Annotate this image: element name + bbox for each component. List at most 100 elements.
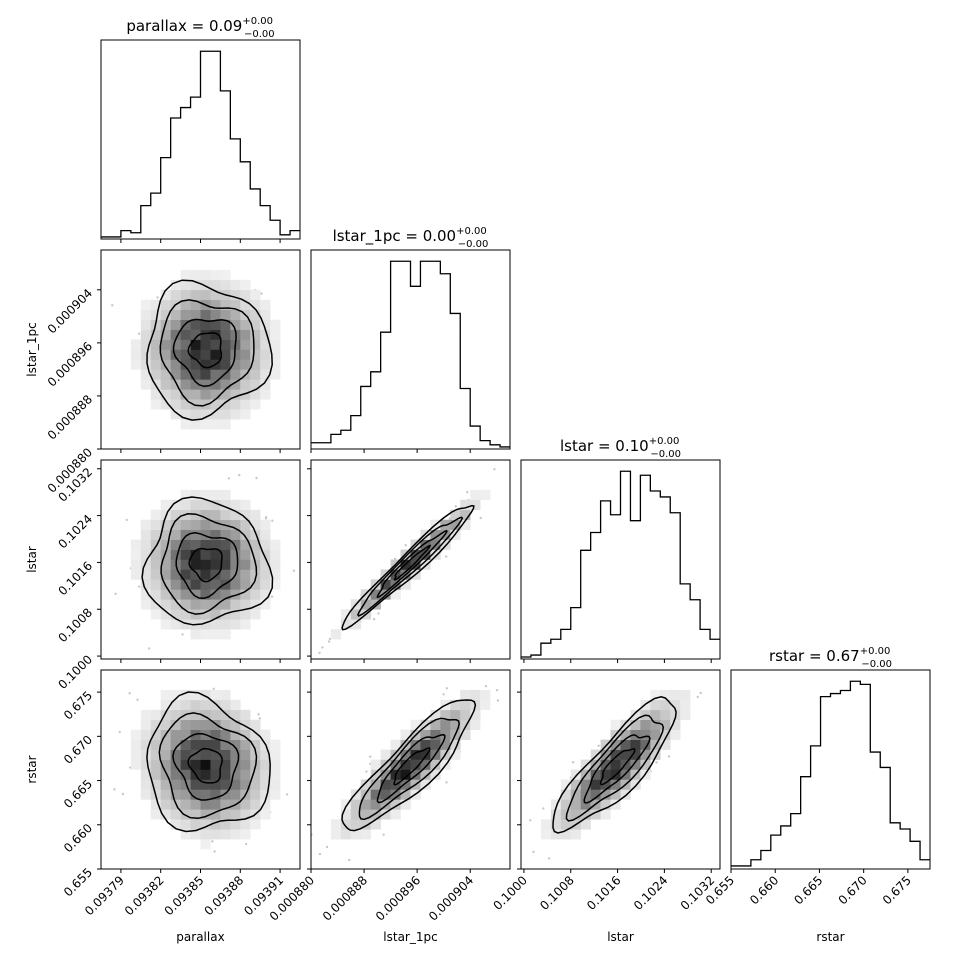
density-cell bbox=[240, 519, 251, 530]
density-cell bbox=[190, 799, 201, 810]
sample-point bbox=[113, 788, 116, 791]
density-cell bbox=[190, 309, 201, 320]
density-cell bbox=[260, 299, 271, 310]
density-cell bbox=[200, 369, 211, 380]
density-cell bbox=[420, 739, 431, 750]
density-cell bbox=[360, 599, 371, 610]
density-cell bbox=[190, 399, 201, 410]
density-cell bbox=[150, 809, 161, 820]
density-cell bbox=[460, 719, 471, 730]
density-cell bbox=[220, 489, 231, 501]
density-cell bbox=[130, 339, 142, 350]
density-cell bbox=[170, 499, 181, 511]
density-cell bbox=[240, 379, 251, 390]
density-cell bbox=[200, 789, 211, 800]
density-cell bbox=[190, 379, 201, 390]
density-cell bbox=[130, 559, 142, 570]
density-cell bbox=[550, 809, 562, 820]
sample-point bbox=[270, 595, 274, 598]
density-cell bbox=[270, 329, 281, 340]
x-tick-label: 0.675 bbox=[880, 873, 914, 907]
density-cell bbox=[220, 709, 231, 721]
density-cell bbox=[150, 399, 161, 410]
x-tick-label: 0.670 bbox=[836, 873, 870, 907]
density-cell bbox=[260, 779, 271, 790]
density-cell bbox=[250, 569, 261, 580]
density-cell bbox=[230, 749, 241, 760]
density-cell bbox=[140, 599, 152, 610]
density-cell bbox=[330, 629, 342, 640]
density-cell bbox=[250, 769, 261, 780]
density-cell bbox=[250, 299, 261, 310]
density-cell bbox=[160, 539, 171, 550]
density-cell bbox=[260, 749, 271, 760]
density-cell bbox=[220, 279, 231, 291]
density-cell bbox=[150, 739, 161, 750]
density-cell bbox=[160, 589, 171, 600]
density-cell bbox=[240, 809, 251, 820]
density-cell bbox=[210, 749, 221, 760]
density-cell bbox=[180, 739, 191, 750]
density-cell bbox=[590, 769, 601, 780]
density-cell bbox=[630, 749, 641, 760]
density-cell bbox=[380, 809, 391, 820]
density-cell bbox=[650, 719, 661, 730]
density-cell bbox=[240, 559, 251, 570]
sample-point bbox=[125, 518, 128, 522]
density-cell bbox=[590, 749, 601, 760]
sample-point bbox=[271, 519, 274, 522]
density-cell bbox=[260, 589, 271, 600]
x-axis-label-rstar: rstar bbox=[816, 930, 844, 944]
title-value: 0.10 bbox=[615, 437, 648, 455]
density-cell bbox=[390, 589, 401, 600]
density-cell bbox=[580, 759, 591, 770]
y-tick-label: 0.1016 bbox=[56, 559, 96, 599]
density-cell bbox=[250, 389, 261, 400]
density-cell bbox=[420, 759, 431, 770]
density-cell bbox=[610, 789, 621, 800]
density-cell bbox=[190, 719, 201, 730]
density-cell bbox=[250, 599, 261, 610]
density-cell bbox=[240, 619, 251, 630]
density-cell bbox=[260, 769, 271, 780]
density-cell bbox=[220, 409, 231, 420]
density-cell bbox=[400, 789, 411, 800]
density-cell bbox=[220, 599, 231, 610]
density-cell bbox=[210, 719, 221, 730]
density-cell bbox=[240, 349, 251, 360]
density-cell bbox=[460, 729, 471, 740]
density-cell bbox=[200, 409, 211, 420]
density-cell bbox=[430, 709, 441, 721]
y-tick-label: 0.000904 bbox=[45, 286, 95, 336]
density-cell bbox=[150, 539, 161, 550]
density-cell bbox=[170, 729, 181, 740]
sample-point bbox=[445, 781, 448, 784]
contour-level-1 bbox=[187, 332, 223, 369]
density-cell bbox=[140, 559, 152, 570]
density-cell bbox=[250, 749, 261, 760]
density-cell bbox=[240, 539, 251, 550]
density-cell bbox=[470, 709, 481, 721]
density-cell bbox=[180, 309, 191, 320]
sample-point bbox=[121, 792, 125, 796]
density-cell bbox=[260, 339, 271, 350]
density-cell bbox=[250, 719, 261, 730]
hist-panel-parallax: parallax = 0.09+0.00 −0.00 bbox=[100, 16, 301, 243]
density-cell bbox=[390, 799, 401, 810]
density-cell bbox=[140, 309, 152, 320]
density-cell bbox=[400, 799, 411, 810]
density-cell bbox=[200, 379, 211, 390]
sample-point bbox=[667, 755, 671, 758]
x-tick-label: 0.000888 bbox=[320, 873, 370, 923]
density-cell bbox=[170, 539, 181, 550]
sample-point bbox=[495, 688, 499, 692]
title-minus: −0.00 bbox=[861, 659, 892, 670]
density-cell bbox=[160, 329, 171, 340]
density-cell bbox=[550, 829, 562, 840]
density-cell bbox=[400, 769, 411, 780]
density-cell bbox=[150, 309, 161, 320]
histogram-step-parallax bbox=[101, 50, 300, 238]
density-cell bbox=[220, 389, 231, 400]
density-cell bbox=[220, 779, 231, 790]
density-cell bbox=[420, 719, 431, 730]
